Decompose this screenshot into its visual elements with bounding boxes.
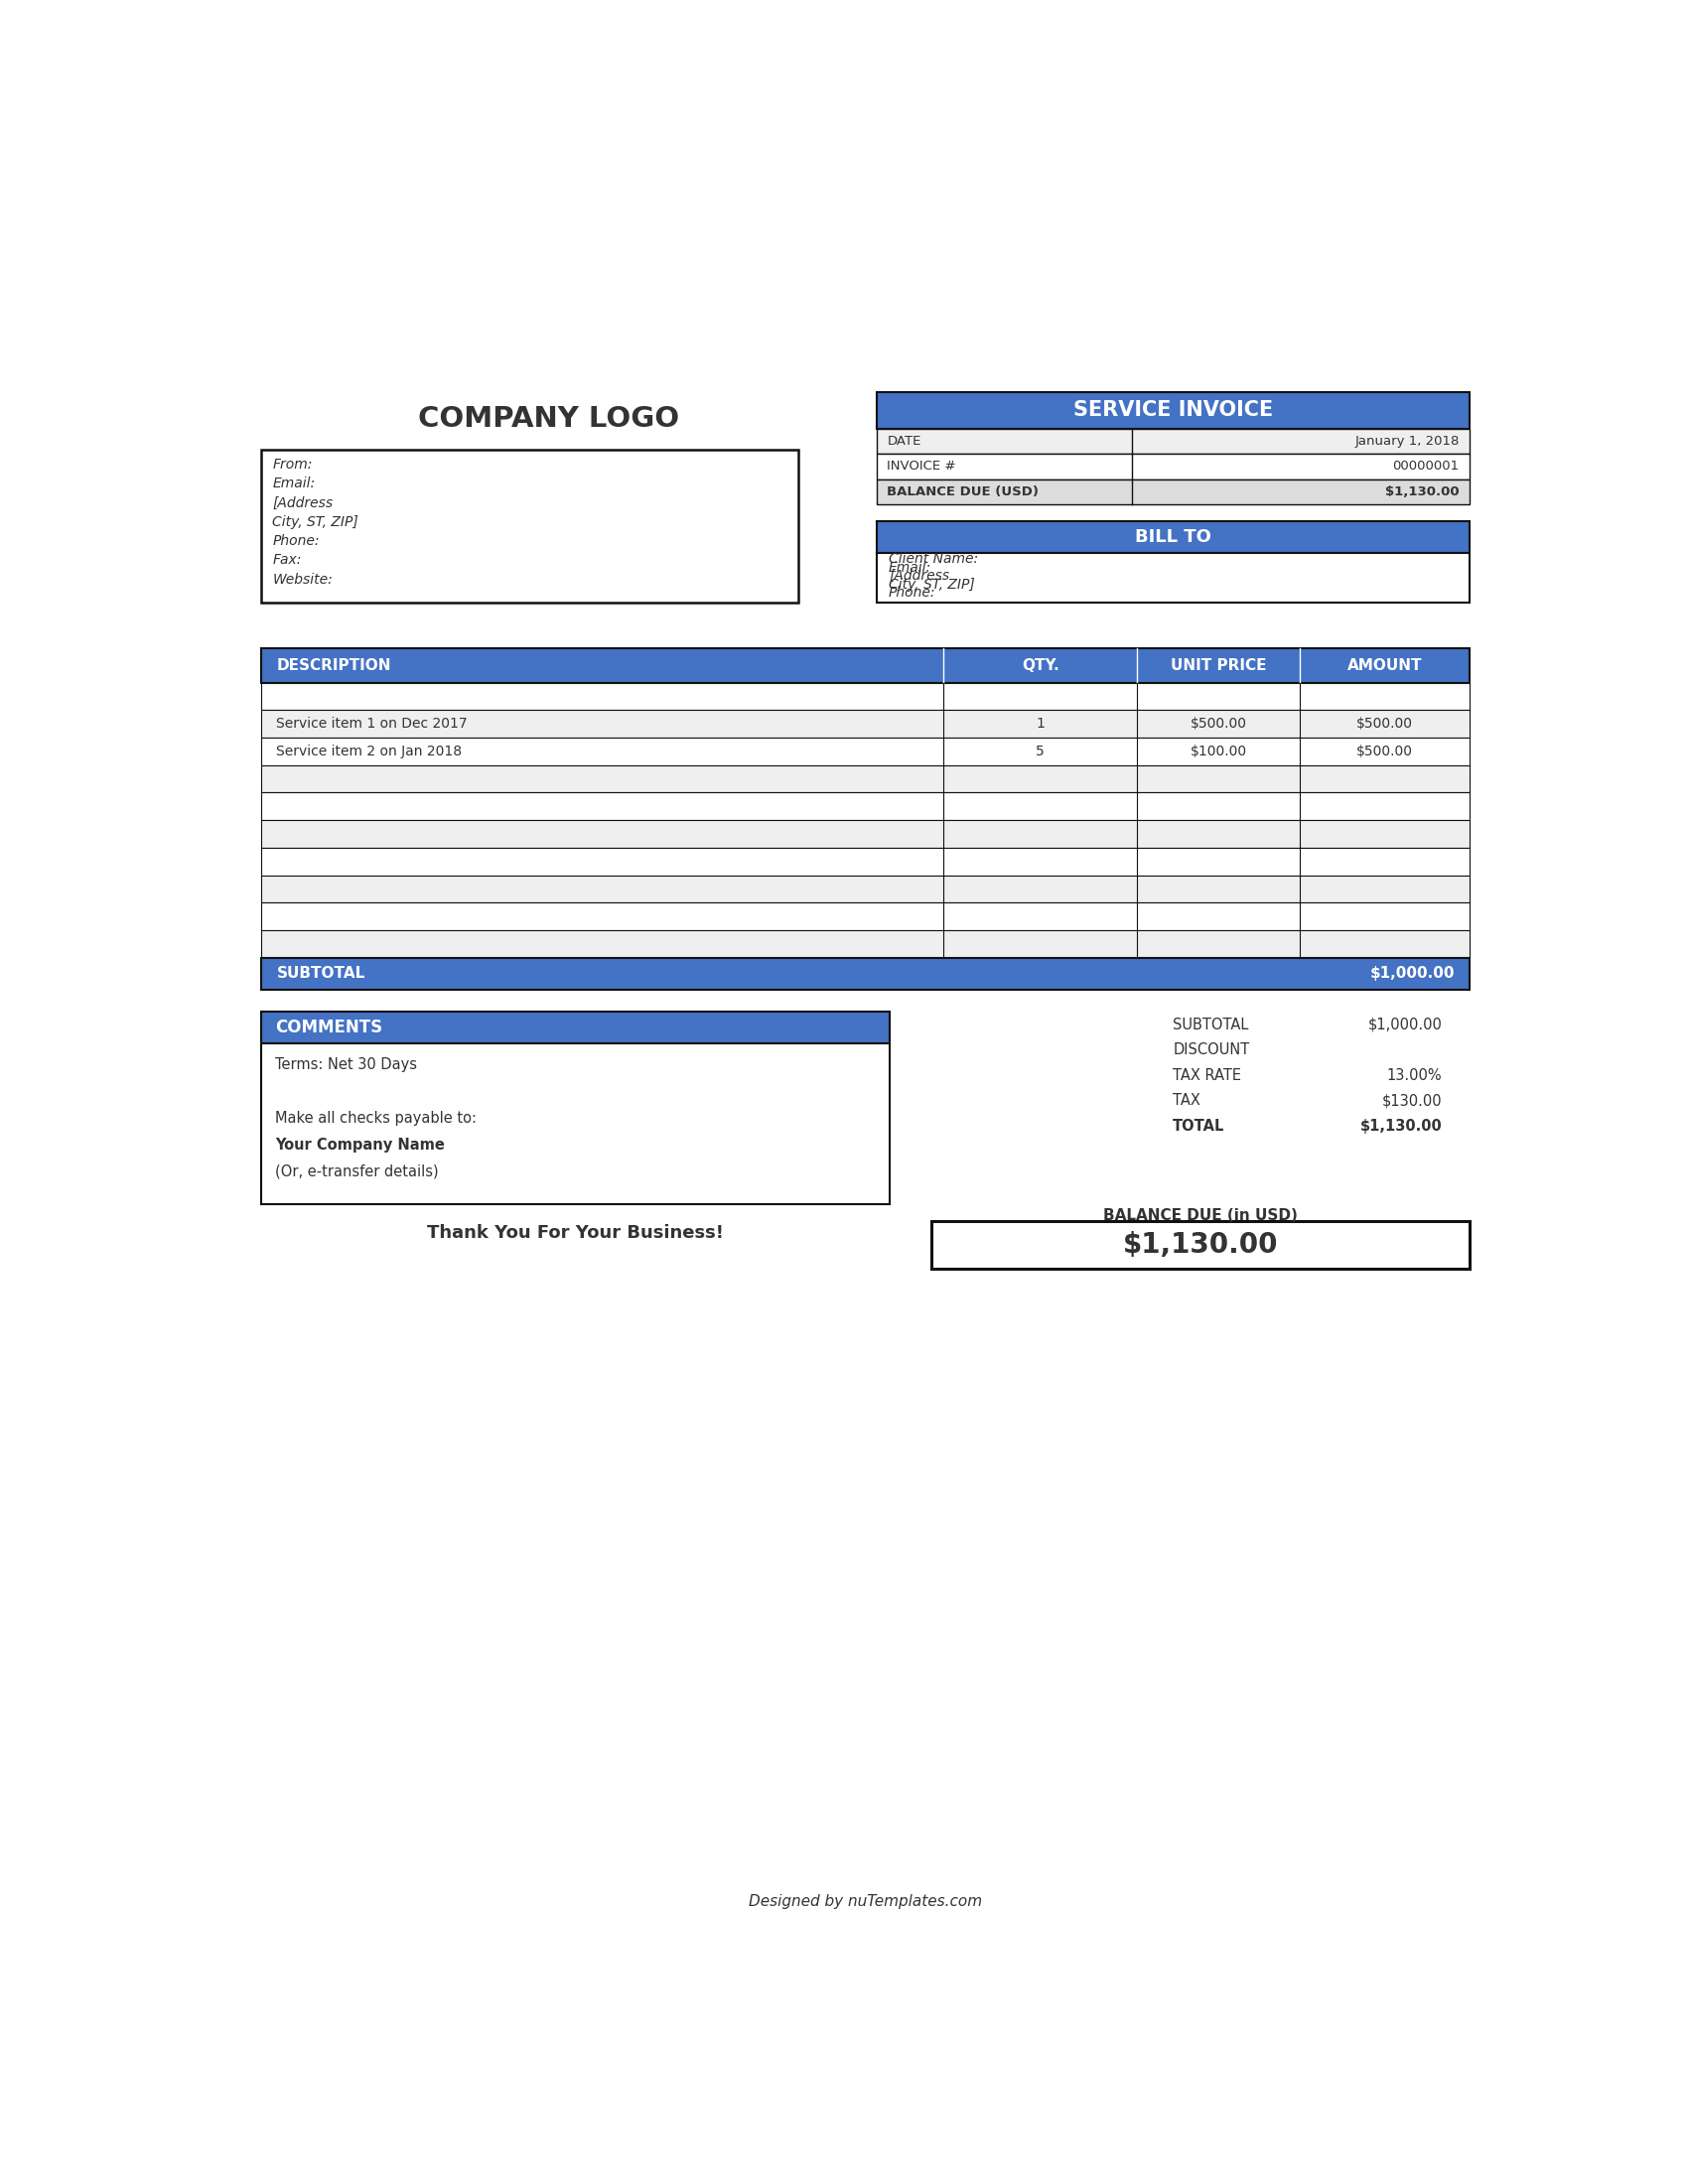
Text: $1,000.00: $1,000.00	[1367, 1018, 1442, 1033]
Text: Phone:: Phone:	[888, 585, 935, 601]
Text: Website:: Website:	[272, 572, 333, 585]
Text: $100.00: $100.00	[1190, 745, 1247, 758]
FancyBboxPatch shape	[262, 793, 1469, 819]
Text: Your Company Name: Your Company Name	[275, 1138, 444, 1153]
FancyBboxPatch shape	[878, 428, 1469, 454]
Text: 5: 5	[1036, 745, 1045, 758]
FancyBboxPatch shape	[262, 450, 798, 603]
Text: $500.00: $500.00	[1357, 716, 1413, 732]
FancyBboxPatch shape	[262, 1044, 890, 1203]
Text: BILL TO: BILL TO	[1134, 529, 1212, 546]
Text: City, ST, ZIP]: City, ST, ZIP]	[888, 577, 976, 592]
Text: INVOICE #: INVOICE #	[888, 461, 955, 474]
Text: AMOUNT: AMOUNT	[1347, 657, 1421, 673]
FancyBboxPatch shape	[262, 876, 1469, 902]
Text: DESCRIPTION: DESCRIPTION	[277, 657, 392, 673]
FancyBboxPatch shape	[262, 681, 1469, 710]
Text: SUBTOTAL: SUBTOTAL	[1173, 1018, 1249, 1033]
Text: 1: 1	[1036, 716, 1045, 732]
Text: BALANCE DUE (in USD): BALANCE DUE (in USD)	[1104, 1208, 1298, 1223]
FancyBboxPatch shape	[262, 764, 1469, 793]
FancyBboxPatch shape	[262, 738, 1469, 764]
Text: TAX RATE: TAX RATE	[1173, 1068, 1241, 1083]
Text: Fax:: Fax:	[272, 553, 302, 568]
FancyBboxPatch shape	[262, 930, 1469, 957]
Text: Terms: Net 30 Days: Terms: Net 30 Days	[275, 1057, 417, 1072]
Text: COMMENTS: COMMENTS	[275, 1018, 381, 1035]
FancyBboxPatch shape	[262, 1011, 890, 1044]
FancyBboxPatch shape	[262, 710, 1469, 738]
Text: (Or, e-transfer details): (Or, e-transfer details)	[275, 1164, 439, 1179]
Text: Phone:: Phone:	[272, 535, 319, 548]
Text: $1,130.00: $1,130.00	[1361, 1118, 1442, 1133]
Text: [Address: [Address	[888, 570, 949, 583]
FancyBboxPatch shape	[878, 454, 1469, 478]
Text: 13.00%: 13.00%	[1388, 1068, 1442, 1083]
Text: TOTAL: TOTAL	[1173, 1118, 1225, 1133]
Text: DATE: DATE	[888, 435, 922, 448]
Text: January 1, 2018: January 1, 2018	[1354, 435, 1458, 448]
Text: $1,000.00: $1,000.00	[1371, 965, 1455, 981]
Text: $500.00: $500.00	[1357, 745, 1413, 758]
Text: $130.00: $130.00	[1382, 1094, 1442, 1107]
Text: Make all checks payable to:: Make all checks payable to:	[275, 1112, 476, 1125]
FancyBboxPatch shape	[878, 393, 1469, 428]
FancyBboxPatch shape	[878, 522, 1469, 553]
Text: $1,130.00: $1,130.00	[1123, 1232, 1278, 1258]
FancyBboxPatch shape	[262, 847, 1469, 876]
FancyBboxPatch shape	[262, 902, 1469, 930]
Text: From:: From:	[272, 459, 312, 472]
Text: Service item 2 on Jan 2018: Service item 2 on Jan 2018	[277, 745, 463, 758]
FancyBboxPatch shape	[262, 649, 1469, 681]
FancyBboxPatch shape	[262, 819, 1469, 847]
Text: DISCOUNT: DISCOUNT	[1173, 1042, 1249, 1057]
FancyBboxPatch shape	[932, 1221, 1469, 1269]
FancyBboxPatch shape	[262, 957, 1469, 989]
FancyBboxPatch shape	[878, 553, 1469, 603]
Text: BALANCE DUE (USD): BALANCE DUE (USD)	[888, 485, 1040, 498]
Text: SERVICE INVOICE: SERVICE INVOICE	[1074, 400, 1273, 419]
Text: Service item 1 on Dec 2017: Service item 1 on Dec 2017	[277, 716, 468, 732]
Text: $1,130.00: $1,130.00	[1386, 485, 1458, 498]
Text: Thank You For Your Business!: Thank You For Your Business!	[427, 1223, 724, 1243]
Text: Email:: Email:	[888, 561, 932, 574]
Text: COMPANY LOGO: COMPANY LOGO	[419, 404, 679, 432]
Text: TAX: TAX	[1173, 1094, 1200, 1107]
Text: QTY.: QTY.	[1021, 657, 1058, 673]
Text: Designed by nuTemplates.com: Designed by nuTemplates.com	[748, 1894, 982, 1909]
Text: 00000001: 00000001	[1393, 461, 1458, 474]
FancyBboxPatch shape	[878, 478, 1469, 505]
Text: [Address: [Address	[272, 496, 333, 509]
Text: Client Name:: Client Name:	[888, 553, 979, 566]
Text: City, ST, ZIP]: City, ST, ZIP]	[272, 515, 358, 529]
Text: SUBTOTAL: SUBTOTAL	[277, 965, 365, 981]
Text: Email:: Email:	[272, 476, 316, 491]
Text: UNIT PRICE: UNIT PRICE	[1170, 657, 1266, 673]
Text: $500.00: $500.00	[1190, 716, 1247, 732]
